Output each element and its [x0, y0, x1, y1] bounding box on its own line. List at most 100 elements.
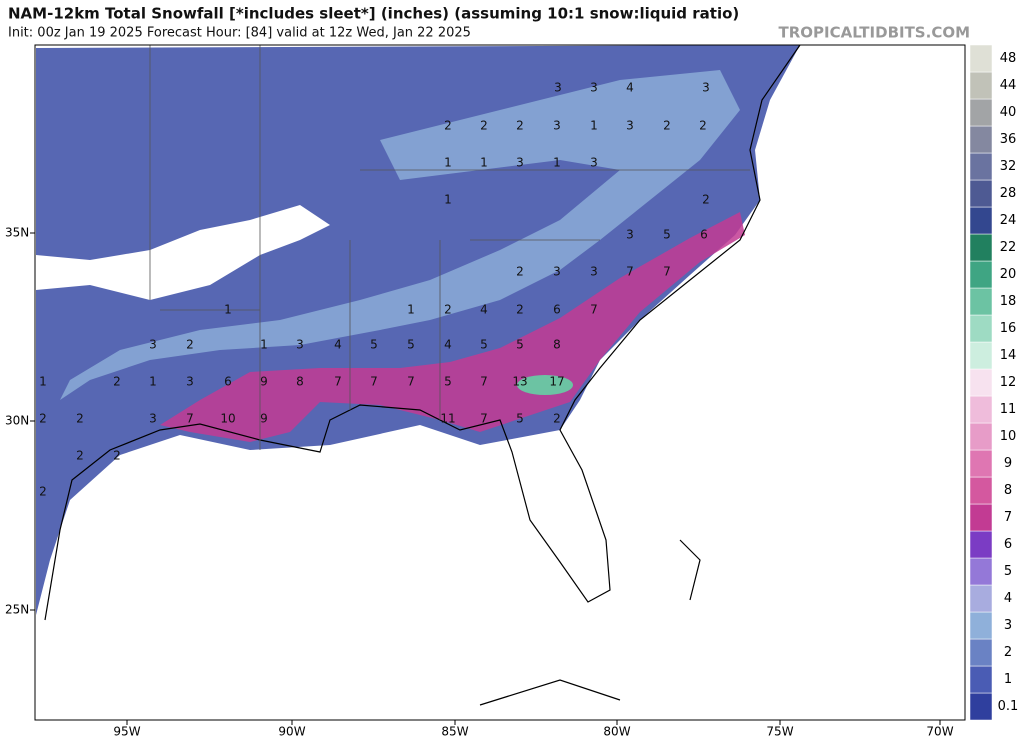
amount-label: 3	[554, 81, 562, 95]
coastline	[44, 44, 801, 706]
lon-label: 70W	[926, 725, 953, 739]
colorbar-swatch	[969, 98, 993, 127]
amount-label: 3	[702, 81, 710, 95]
colorbar-label: 6	[1004, 537, 1012, 552]
colorbar-label: 36	[1000, 132, 1017, 147]
amount-label: 2	[186, 338, 194, 352]
amount-label: 5	[516, 412, 524, 426]
subtitle: Init: 00z Jan 19 2025 Forecast Hour: [84…	[8, 26, 471, 41]
colorbar-label: 14	[1000, 348, 1017, 363]
amount-label: 2	[516, 303, 524, 317]
colorbar-swatch	[969, 503, 993, 532]
colorbar-label: 40	[1000, 105, 1017, 120]
colorbar-label: 28	[1000, 186, 1017, 201]
amount-label: 2	[663, 119, 671, 133]
state-borders	[149, 45, 750, 450]
colorbar-swatch	[969, 611, 993, 640]
colorbar-swatch	[969, 314, 993, 343]
colorbar-label: 3	[1004, 618, 1012, 633]
map	[34, 44, 966, 721]
amount-label: 9	[260, 375, 268, 389]
colorbar-swatch	[969, 233, 993, 262]
amount-label: 8	[553, 338, 561, 352]
amount-label: 4	[444, 338, 452, 352]
amount-label: 5	[663, 228, 671, 242]
amount-label: 1	[444, 156, 452, 170]
amount-label: 9	[260, 412, 268, 426]
amount-label: 1	[444, 193, 452, 207]
amount-label: 3	[590, 265, 598, 279]
amount-label: 1	[39, 375, 47, 389]
colorbar-label: 32	[1000, 159, 1017, 174]
amount-label: 7	[480, 412, 488, 426]
amount-label: 1	[590, 119, 598, 133]
lon-label: 85W	[441, 725, 468, 739]
colorbar-swatch	[969, 530, 993, 559]
colorbar-swatch	[969, 341, 993, 370]
amount-label: 1	[553, 156, 561, 170]
colorbar-swatch	[969, 638, 993, 667]
amount-label: 7	[590, 303, 598, 317]
colorbar-swatch	[969, 368, 993, 397]
colorbar-swatch	[969, 584, 993, 613]
colorbar-swatch	[969, 125, 993, 154]
colorbar-swatch	[969, 665, 993, 694]
colorbar-swatch	[969, 71, 993, 100]
colorbar-label: 0.1	[998, 699, 1019, 714]
colorbar-label: 10	[1000, 429, 1017, 444]
amount-label: 1	[224, 303, 232, 317]
amount-label: 3	[516, 156, 524, 170]
amount-label: 2	[553, 412, 561, 426]
colorbar-label: 9	[1004, 456, 1012, 471]
colorbar-label: 44	[1000, 78, 1017, 93]
amount-label: 2	[39, 485, 47, 499]
amount-label: 2	[699, 119, 707, 133]
amount-label: 7	[370, 375, 378, 389]
amount-label: 8	[296, 375, 304, 389]
amount-label: 3	[626, 228, 634, 242]
max-snow-area	[517, 375, 573, 395]
lon-label: 90W	[278, 725, 305, 739]
lat-label: 35N	[5, 226, 29, 240]
colorbar-label: 7	[1004, 510, 1012, 525]
colorbar-swatch	[969, 44, 993, 73]
amount-label: 5	[370, 338, 378, 352]
colorbar-label: 1	[1004, 672, 1012, 687]
lat-label: 30N	[5, 414, 29, 428]
lon-label: 95W	[113, 725, 140, 739]
amount-label: 7	[186, 412, 194, 426]
colorbar-swatch	[969, 449, 993, 478]
heavy-snow-band	[160, 212, 745, 442]
colorbar-label: 5	[1004, 564, 1012, 579]
amount-label: 7	[334, 375, 342, 389]
amount-label: 2	[444, 303, 452, 317]
lat-label: 25N	[5, 603, 29, 617]
amount-label: 1	[480, 156, 488, 170]
amount-label: 2	[516, 119, 524, 133]
lon-label: 75W	[766, 725, 793, 739]
snow-band	[60, 70, 740, 400]
amount-label: 4	[334, 338, 342, 352]
amount-label: 1	[260, 338, 268, 352]
amount-label: 3	[186, 375, 194, 389]
amount-label: 6	[700, 228, 708, 242]
colorbar-swatch	[969, 422, 993, 451]
amount-label: 2	[113, 375, 121, 389]
colorbar-label: 22	[1000, 240, 1017, 255]
amount-label: 3	[590, 81, 598, 95]
colorbar-swatch	[969, 287, 993, 316]
colorbar-swatch	[969, 395, 993, 424]
amount-label: 1	[407, 303, 415, 317]
amount-label: 2	[516, 265, 524, 279]
colorbar-swatch	[969, 692, 993, 721]
amount-label: 3	[626, 119, 634, 133]
colorbar-label: 16	[1000, 321, 1017, 336]
amount-label: 7	[663, 265, 671, 279]
amount-label: 4	[480, 303, 488, 317]
amount-label: 10	[220, 412, 235, 426]
colorbar-label: 12	[1000, 375, 1017, 390]
source: TROPICALTIDBITS.COM	[779, 24, 971, 42]
amount-label: 2	[39, 412, 47, 426]
amount-label: 3	[149, 412, 157, 426]
amount-label: 2	[76, 449, 84, 463]
